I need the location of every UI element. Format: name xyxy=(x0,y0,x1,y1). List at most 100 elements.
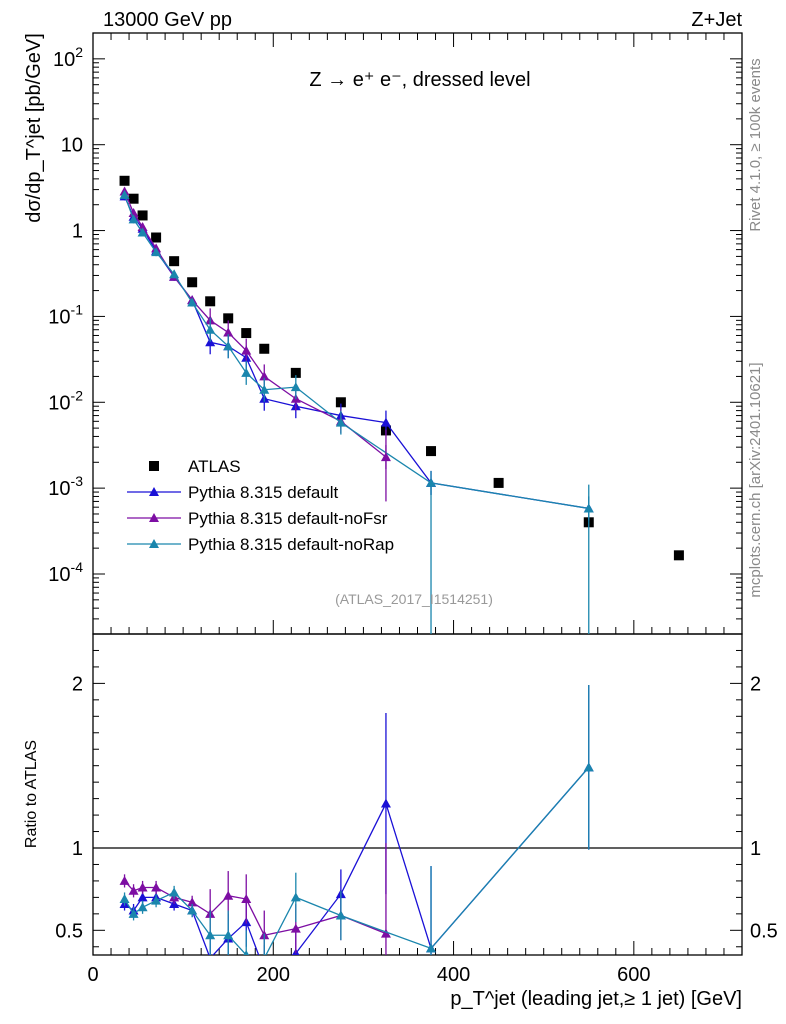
ratio-data-point xyxy=(128,885,139,895)
rivet-label: Rivet 4.1.0, ≥ 100k events xyxy=(747,58,764,231)
atlas-data-point xyxy=(205,296,216,307)
ratio-data-point xyxy=(290,892,301,902)
main-data-point xyxy=(223,327,234,337)
main-y-tick-label: 102 xyxy=(53,44,83,71)
main-y-tick-label: 10-3 xyxy=(48,473,83,500)
ratio-data-point xyxy=(335,910,346,920)
ratio-data-point xyxy=(187,897,198,907)
ratio-data-point xyxy=(241,894,252,904)
ratio-data-point xyxy=(151,882,162,892)
main-data-point xyxy=(151,247,162,257)
ratio-data-point xyxy=(380,798,391,808)
main-y-axis-label: dσ/dp_T^jet [pb/GeV] xyxy=(23,33,45,223)
mcplots-label: mcplots.cern.ch [arXiv:2401.10621] xyxy=(747,362,764,597)
ratio-data-point xyxy=(380,928,391,938)
legend-marker xyxy=(149,487,159,496)
main-data-point xyxy=(187,297,198,307)
x-tick-label: 200 xyxy=(257,964,290,986)
ratio-data-point xyxy=(137,902,148,912)
ratio-data-point xyxy=(223,930,234,940)
atlas-data-point xyxy=(119,175,130,186)
main-data-point xyxy=(205,337,216,347)
header-left: 13000 GeV pp xyxy=(103,9,232,31)
ratio-data-point xyxy=(151,895,162,905)
main-y-tick-label: 10-4 xyxy=(48,559,83,586)
process-label: Z → e⁺ e⁻, dressed level xyxy=(309,69,530,91)
legend-label: Pythia 8.315 default-noFsr xyxy=(188,509,388,528)
legend-label: ATLAS xyxy=(188,457,241,476)
ratio-data-point xyxy=(243,950,250,955)
ratio-data-point xyxy=(169,887,180,897)
axis-ticks: 10-4 10-3 10-2 10-1 1 10 102 0 200 400 600 0.5 0.5 1 1… xyxy=(48,32,778,986)
ratio-y-tick-label: 2 xyxy=(72,673,83,695)
ratio-data-point xyxy=(119,875,130,885)
ratio-data-point xyxy=(137,892,148,902)
main-data-point xyxy=(426,477,437,487)
main-data-point xyxy=(259,371,270,381)
ratio-y-tick-label-right: 0.5 xyxy=(750,920,778,942)
atlas-data-point xyxy=(335,397,346,408)
atlas-data-point xyxy=(241,328,252,339)
main-data-point xyxy=(137,227,148,237)
main-data-point xyxy=(169,269,180,279)
x-tick-label: 600 xyxy=(617,964,650,986)
ratio-data-point xyxy=(263,953,266,955)
atlas-data-point xyxy=(151,232,162,243)
atlas-data-point xyxy=(673,550,684,561)
main-data-point xyxy=(335,417,346,427)
x-tick-label: 400 xyxy=(437,964,470,986)
main-data-point xyxy=(119,189,130,199)
ratio-data-point xyxy=(205,930,216,940)
ratio-y-tick-label: 0.5 xyxy=(55,920,83,942)
x-tick-label: 0 xyxy=(87,964,98,986)
legend: ATLAS Pythia 8.315 default Pythia 8.315 de… xyxy=(127,457,394,554)
ratio-y-axis-label: Ratio to ATLAS xyxy=(23,740,40,848)
atlas-data-point xyxy=(290,367,301,378)
ratio-data-point xyxy=(223,890,234,900)
main-data-point xyxy=(128,214,139,224)
ratio-data-point xyxy=(583,762,594,772)
ratio-series-line xyxy=(124,880,387,936)
atlas-data-point xyxy=(426,446,437,457)
ratio-series-group xyxy=(119,685,594,955)
legend-label: Pythia 8.315 default xyxy=(188,483,339,502)
legend-marker xyxy=(149,539,159,548)
main-data-point xyxy=(259,384,270,394)
ratio-y-tick-label: 1 xyxy=(72,838,83,860)
ratio-data-point xyxy=(426,943,437,953)
main-y-tick-label: 10-2 xyxy=(48,387,83,414)
main-data-point xyxy=(241,345,252,355)
main-data-point xyxy=(205,324,216,334)
legend-marker xyxy=(149,461,159,471)
atlas-data-point xyxy=(223,313,234,324)
x-axis-label: p_T^jet (leading jet,≥ 1 jet) [GeV] xyxy=(450,988,742,1010)
main-series-line xyxy=(123,191,387,458)
atlas-data-point xyxy=(128,193,139,204)
atlas-data-point xyxy=(169,256,180,267)
atlas-data-point xyxy=(493,477,504,488)
ratio-data-point xyxy=(187,905,198,915)
ratio-data-point xyxy=(137,882,148,892)
main-y-tick-label: 1 xyxy=(72,221,83,243)
analysis-label: (ATLAS_2017_I1514251) xyxy=(335,591,493,607)
main-data-point xyxy=(223,341,234,351)
ratio-series-inner xyxy=(119,685,594,955)
ratio-y-tick-label-right: 1 xyxy=(750,838,761,860)
main-data-point xyxy=(128,208,139,218)
main-series-group xyxy=(119,175,684,634)
main-data-point xyxy=(380,417,391,427)
main-data-point xyxy=(290,382,301,392)
ratio-data-point xyxy=(290,923,301,933)
legend-marker xyxy=(149,513,159,522)
main-y-tick-label: 10 xyxy=(61,135,83,157)
ratio-data-point xyxy=(128,908,139,918)
atlas-data-point xyxy=(259,343,270,354)
atlas-data-point xyxy=(187,277,198,288)
ratio-series-line xyxy=(123,766,590,955)
legend-label: Pythia 8.315 default-noRap xyxy=(188,535,394,554)
ratio-y-tick-label-right: 2 xyxy=(750,673,761,695)
main-y-tick-label: 10-1 xyxy=(48,301,83,328)
ratio-series-line xyxy=(124,766,590,955)
header-right: Z+Jet xyxy=(691,9,742,31)
